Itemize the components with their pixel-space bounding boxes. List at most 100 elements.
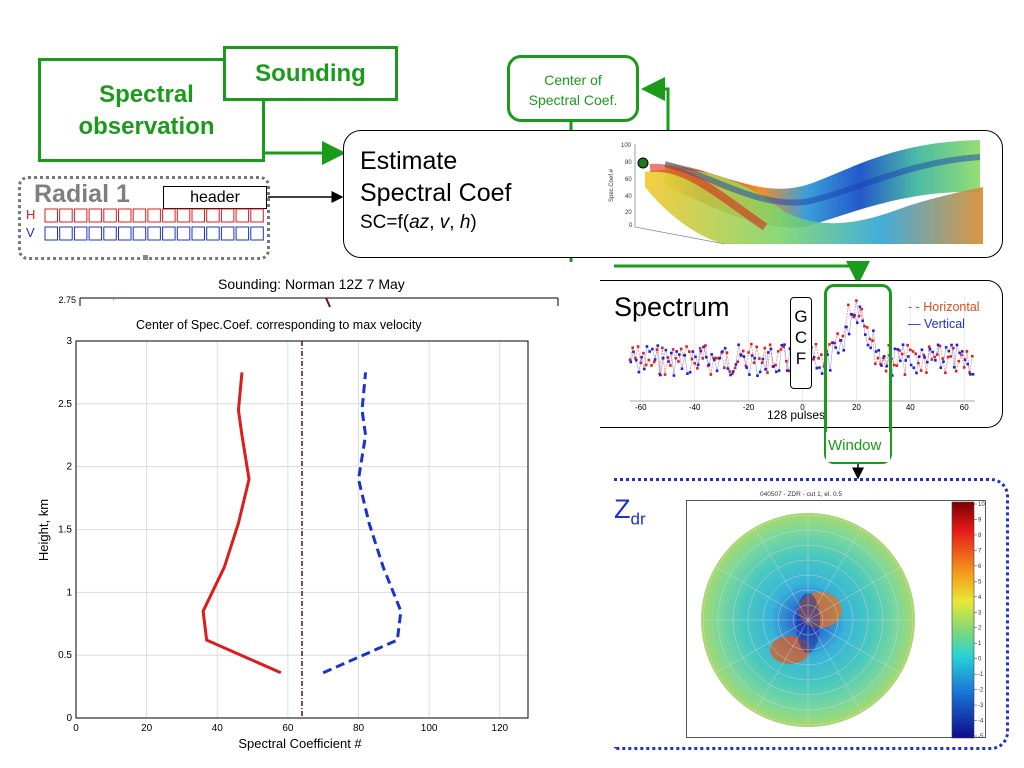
spectrum-h-point — [884, 369, 888, 373]
spectrum-v-point — [766, 351, 770, 354]
y-tick-label: 2.5 — [58, 399, 72, 410]
spectrum-v-point — [707, 363, 711, 367]
spectrum-v-point — [742, 355, 746, 358]
spectrum-h-point — [941, 357, 944, 360]
spectrum-h-point — [628, 358, 632, 361]
spectrum-v-point — [721, 350, 724, 353]
spectrum-h-point — [776, 350, 780, 353]
x-tick-label: 40 — [212, 723, 224, 734]
spectrum-v-point — [764, 368, 767, 371]
spectrum-h-point — [687, 350, 691, 353]
formula-suffix: ) — [470, 212, 477, 233]
colorbar-tick-label: 7 — [978, 548, 982, 554]
spectrum-h-point — [650, 364, 653, 367]
estimate-line2: Spectral Coef — [360, 179, 512, 207]
spectrum-h-point — [833, 341, 837, 345]
spectrum-h-point — [696, 366, 699, 370]
spectrum-h-point — [677, 360, 680, 363]
spectrum-v-point — [651, 347, 654, 351]
spectrum-h-point — [669, 364, 672, 367]
spectral-coef-height-chart: 0 20 40 60 80 100 120 0 0.5 1 1.5 2 2.5 3 Spectral Co… — [36, 336, 529, 751]
spectrum-h-point — [785, 359, 788, 363]
spectrum-v-point — [645, 345, 649, 348]
spectrum-v-point — [847, 332, 851, 336]
spectrum-tick-label: -40 — [689, 403, 701, 412]
spectrum-h-point — [847, 303, 850, 307]
spectrum-h-point — [922, 353, 926, 357]
spectrum-v-point — [893, 347, 897, 351]
h-pulse-cell — [103, 208, 117, 223]
spectrum-v-point — [729, 373, 732, 377]
spectrum-v-point — [664, 348, 668, 352]
v-pulse-cell — [88, 226, 103, 241]
spectrum-v-point — [715, 369, 719, 373]
h-pulse-cell — [73, 208, 88, 223]
formula-sep2: , — [449, 212, 460, 233]
spectrum-v-point — [853, 313, 856, 317]
colorbar-tick-label: 2 — [978, 626, 982, 632]
v-pulse-cell — [147, 226, 161, 241]
zdr-label: Zdr — [614, 494, 646, 529]
spectrum-v-point — [675, 350, 678, 353]
spectrum-v-point — [758, 370, 762, 374]
spectrum-v-point — [842, 349, 846, 352]
spectrum-h-point — [857, 314, 861, 318]
svg-text:80: 80 — [625, 160, 632, 166]
estimate-title: Estimate Spectral Coef — [360, 145, 511, 209]
spectrum-v-point — [756, 374, 759, 377]
spectrum-v-point — [653, 358, 657, 361]
spectrum-h-point — [725, 351, 729, 354]
svg-text:60: 60 — [625, 177, 632, 183]
h-pulse-cell — [176, 208, 191, 223]
spectrum-v-point — [912, 366, 916, 369]
spectrum-h-point — [954, 369, 958, 373]
spectrum-h-point — [873, 362, 877, 366]
colorbar-tick-label: -3 — [978, 703, 984, 709]
spectrum-v-point — [820, 372, 824, 375]
spectrum-tick-label: 40 — [906, 403, 915, 412]
spectrum-h-point — [814, 342, 818, 346]
spectrum-h-point — [909, 348, 912, 352]
spectrum-v-point — [947, 349, 951, 353]
spectrum-h-point — [666, 356, 670, 359]
spectrum-h-point — [779, 348, 783, 351]
sounding-tick-label: 2.75 — [58, 295, 76, 305]
arrow-to-window — [614, 261, 870, 285]
spectrum-h-point — [811, 357, 815, 361]
spectrum-v-point — [718, 356, 722, 360]
spectrum-v-point — [745, 366, 749, 369]
spectrum-h-point — [642, 351, 645, 355]
spectrum-h-point — [639, 361, 643, 365]
zdr-panel — [614, 478, 1009, 750]
spectrum-v-point — [699, 349, 703, 353]
colorbar-tick-label: -2 — [978, 688, 984, 694]
spectrum-h-point — [647, 358, 651, 362]
center-of-spectral-coef-box: Center of Spectral Coef. — [507, 55, 639, 122]
spectrum-v-point — [890, 374, 894, 377]
spectrum-h-point — [911, 350, 915, 353]
spectrum-v-point — [750, 354, 754, 357]
spectrum-v-point — [952, 366, 956, 369]
header-box: header — [163, 186, 267, 209]
formula-v: v — [439, 212, 450, 233]
colorbar-tick-label: 1 — [978, 641, 982, 647]
v-pulse-cell — [118, 226, 132, 241]
spectrum-h-point — [693, 361, 696, 365]
spectrum-h-point — [636, 345, 640, 348]
spectrum-h-point — [674, 356, 678, 360]
spectrum-tick-label: 60 — [960, 403, 969, 412]
spectrum-v-point — [971, 372, 975, 376]
v-pulse-cell — [250, 226, 264, 241]
chart-title: Center of Spec.Coef. corresponding to ma… — [136, 318, 422, 332]
spectrum-v-point — [901, 343, 905, 346]
spectrum-v-point — [659, 373, 662, 377]
spectrum-v-point — [850, 312, 854, 316]
svg-text:20: 20 — [625, 210, 632, 216]
spectrum-h-point — [774, 363, 777, 367]
spectrum-v-point — [661, 356, 665, 360]
spectrum-v-point — [899, 359, 902, 363]
spectrum-h-point — [655, 348, 659, 351]
spectrum-v-point — [629, 360, 633, 364]
h-pulse-cell — [191, 208, 205, 223]
center-of-line2: Spectral Coef. — [528, 92, 618, 108]
